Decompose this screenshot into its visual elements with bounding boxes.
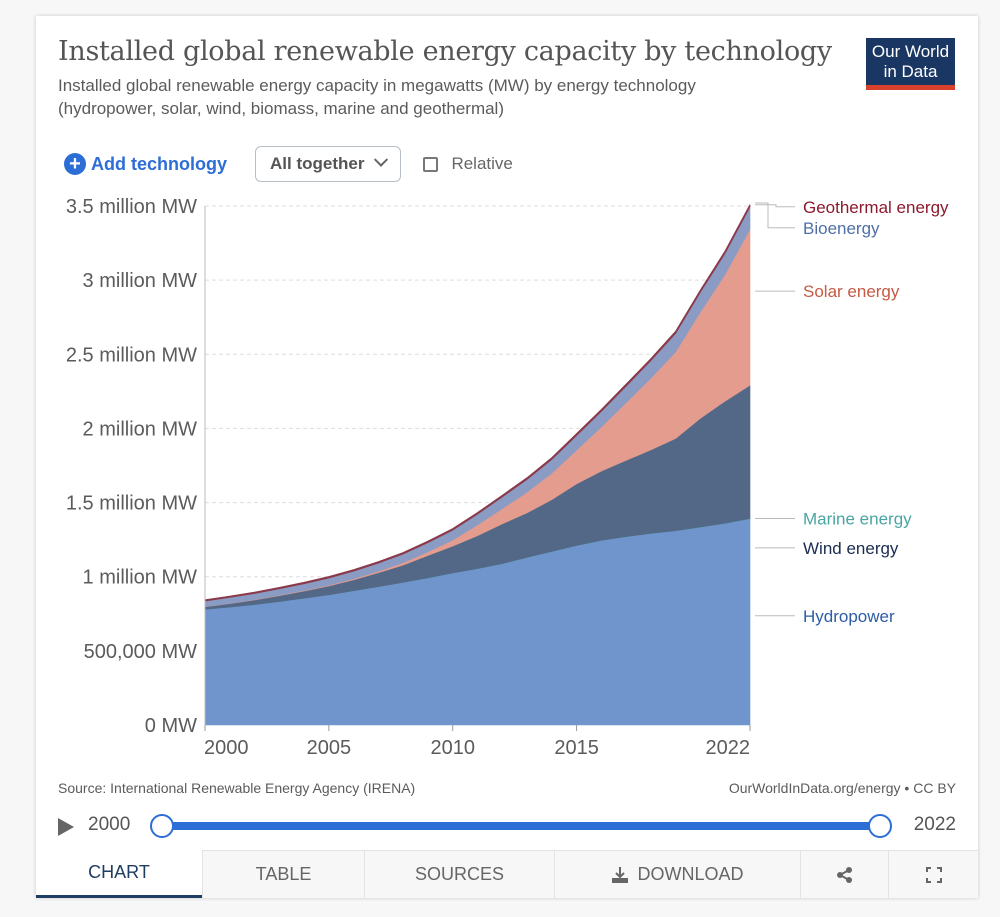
- logo-line-1: Our World: [871, 42, 950, 61]
- chart-card: Installed global renewable energy capaci…: [36, 16, 978, 898]
- timeline-track[interactable]: [150, 814, 892, 838]
- y-tick-label: 500,000 MW: [84, 641, 198, 663]
- y-axis-ticks: 0 MW 500,000 MW 1 million MW 1.5 million MW…: [66, 196, 197, 737]
- legend: Geothermal energy Bioenergy Solar energy Wi…: [755, 198, 949, 626]
- relative-toggle[interactable]: Relative: [423, 154, 513, 174]
- legend-label-bioenergy: Bioenergy: [803, 219, 880, 238]
- tab-fullscreen[interactable]: [888, 850, 978, 898]
- y-tick-label: 3.5 million MW: [66, 196, 197, 218]
- license-note[interactable]: OurWorldInData.org/energy • CC BY: [728, 780, 956, 796]
- chart-title: Installed global renewable energy capaci…: [58, 36, 832, 67]
- tab-download-label: DOWNLOAD: [637, 864, 744, 884]
- y-tick-label: 0 MW: [145, 715, 197, 737]
- x-tick-label: 2015: [554, 737, 599, 759]
- tab-download[interactable]: DOWNLOAD: [554, 850, 800, 898]
- tab-sources[interactable]: SOURCES: [364, 850, 554, 898]
- add-technology-label: Add technology: [91, 153, 227, 174]
- y-tick-label: 1.5 million MW: [66, 493, 197, 515]
- timeline-range-fill: [162, 822, 880, 830]
- x-tick-label: 2000: [204, 737, 249, 759]
- geothermal-top-line: [204, 204, 751, 601]
- relative-checkbox[interactable]: [423, 156, 439, 172]
- timeline-end-label: 2022: [913, 814, 956, 835]
- chart-subtitle: Installed global renewable energy capaci…: [58, 74, 818, 120]
- y-tick-label: 1 million MW: [83, 567, 198, 589]
- x-tick-label: 2005: [307, 737, 352, 759]
- y-tick-label: 2 million MW: [83, 418, 198, 440]
- stack-mode-dropdown[interactable]: All together: [255, 146, 402, 182]
- relative-label: Relative: [451, 154, 513, 173]
- add-technology-button[interactable]: + Add technology: [64, 153, 227, 175]
- play-icon[interactable]: [58, 818, 74, 836]
- subtitle-line-1: Installed global renewable energy capaci…: [58, 76, 696, 95]
- tab-sources-label: SOURCES: [414, 864, 504, 884]
- y-tick-label: 3 million MW: [83, 270, 198, 292]
- legend-label-solar: Solar energy: [803, 282, 900, 301]
- timeline-start-label: 2000: [88, 814, 131, 835]
- fullscreen-icon: [925, 866, 942, 883]
- tab-table-label: TABLE: [255, 864, 312, 884]
- plus-circle-icon: +: [64, 153, 86, 175]
- tab-chart-label: CHART: [88, 862, 150, 882]
- y-tick-label: 2.5 million MW: [66, 344, 197, 366]
- tab-bar: CHART TABLE SOURCES DOWNLOAD: [36, 850, 978, 898]
- legend-connector-bioenergy: [755, 202, 795, 229]
- tab-chart[interactable]: CHART: [36, 850, 202, 898]
- source-note[interactable]: Source: International Renewable Energy A…: [58, 780, 416, 796]
- download-icon: [612, 866, 629, 883]
- legend-label-wind: Wind energy: [803, 539, 899, 558]
- x-axis: 2000 2005 2010 2015 2022: [204, 206, 751, 759]
- timeline-start-handle[interactable]: [150, 814, 174, 838]
- dropdown-value: All together: [270, 154, 365, 173]
- logo-line-2: in Data: [883, 62, 938, 81]
- timeline-end-handle[interactable]: [868, 814, 892, 838]
- legend-label-geothermal: Geothermal energy: [803, 198, 949, 217]
- x-tick-label: 2010: [430, 737, 475, 759]
- timeline: 2000 2022: [58, 814, 956, 840]
- subtitle-line-2: (hydropower, solar, wind, biomass, marin…: [58, 99, 504, 118]
- owid-logo[interactable]: Our World in Data: [866, 38, 955, 90]
- legend-connector-geothermal: [755, 204, 795, 208]
- tab-share[interactable]: [800, 850, 888, 898]
- tab-table[interactable]: TABLE: [202, 850, 364, 898]
- stacked-area-chart: 0 MW 500,000 MW 1 million MW 1.5 million MW…: [66, 196, 949, 759]
- x-tick-label: 2022: [706, 737, 751, 759]
- area-series: [204, 204, 751, 726]
- share-icon: [836, 866, 852, 883]
- legend-label-marine: Marine energy: [803, 510, 912, 529]
- legend-label-hydropower: Hydropower: [803, 607, 895, 626]
- chart-controls: + Add technology All together Relative: [64, 144, 513, 184]
